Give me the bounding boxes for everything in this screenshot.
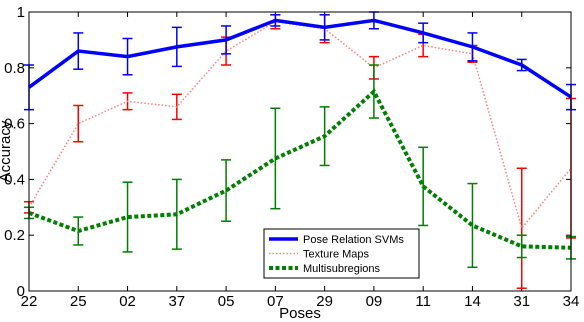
legend-entry: Texture Maps: [303, 249, 370, 261]
y-axis-label: Accuracy: [0, 120, 14, 182]
y-tick-label: 0.8: [4, 60, 25, 77]
x-tick-label: 29: [316, 293, 333, 310]
y-tick-label: 1: [17, 4, 25, 21]
tick-labels: 22 25 02 37 05 07 29 09 11 14 31 34 0 0.2 0.4 0.6 0.8 1: [4, 4, 579, 310]
x-axis-label: Poses: [279, 305, 321, 322]
x-tick-label: 09: [366, 293, 383, 310]
x-tick-label: 22: [21, 293, 38, 310]
legend: Pose Relation SVMs Texture Maps Multisubre…: [263, 228, 420, 279]
x-tick-label: 34: [563, 293, 580, 310]
x-tick-label: 31: [513, 293, 530, 310]
legend-entry: Multisubregions: [303, 263, 381, 275]
y-tick-label: 0.4: [4, 171, 25, 188]
x-tick-label: 05: [218, 293, 235, 310]
error-bar: [122, 181, 133, 253]
x-tick-label: 02: [119, 293, 136, 310]
error-bar: [516, 234, 527, 259]
x-tick-label: 25: [70, 293, 87, 310]
legend-entry: Pose Relation SVMs: [303, 234, 404, 246]
error-bar: [221, 159, 232, 222]
x-tick-label: 11: [415, 293, 431, 310]
series-layer: [24, 11, 576, 289]
error-bar: [516, 167, 527, 289]
y-tick-label: 0: [17, 283, 25, 300]
x-tick-label: 37: [168, 293, 185, 310]
error-bar: [467, 182, 478, 269]
y-tick-label: 0.2: [4, 227, 25, 244]
x-tick-label: 07: [267, 293, 284, 310]
series-pose-relation-svms: [24, 11, 576, 111]
error-bar: [73, 104, 84, 143]
series-multisubregions: [24, 64, 576, 269]
plot-frame: [28, 11, 572, 292]
x-tick-label: 14: [464, 293, 481, 310]
series-line: [28, 88, 572, 250]
series-line: [27, 18, 572, 99]
y-tick-label: 0.6: [4, 116, 25, 133]
